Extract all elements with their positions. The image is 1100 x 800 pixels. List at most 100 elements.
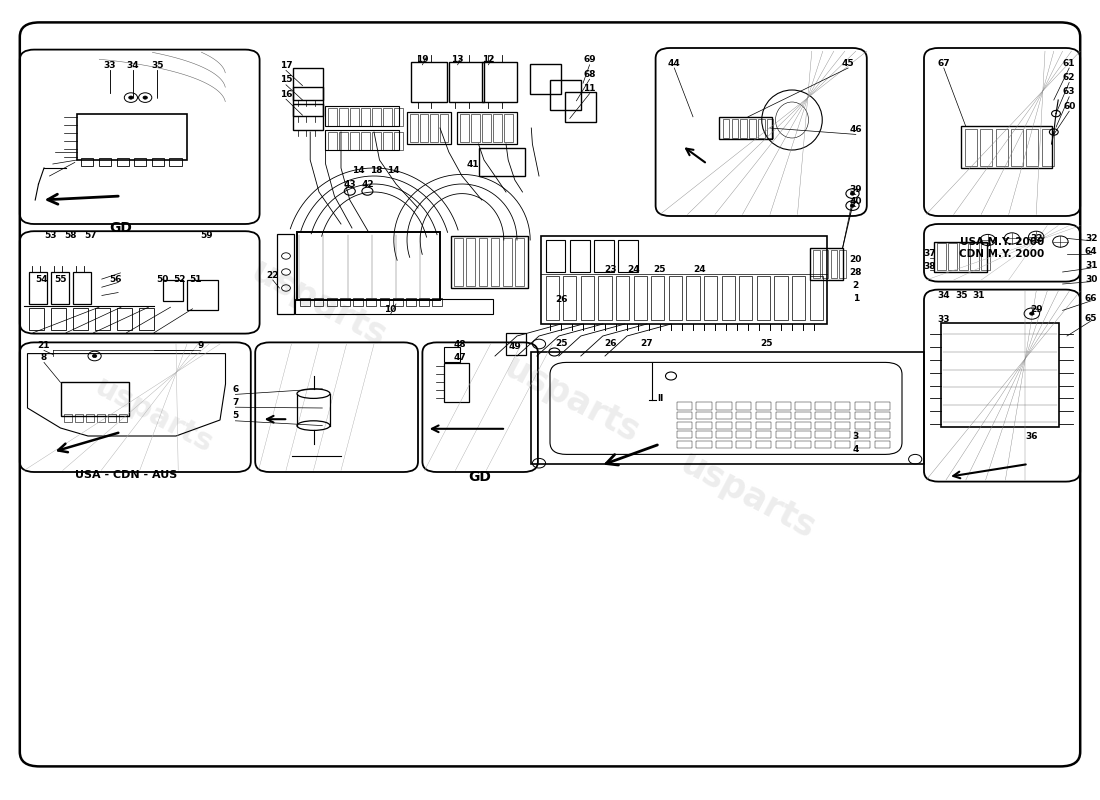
Text: usparts: usparts: [674, 446, 822, 546]
Text: 34: 34: [937, 291, 950, 301]
Text: 19: 19: [416, 55, 429, 65]
Bar: [324, 106, 399, 126]
Bar: [60, 382, 129, 416]
Text: 33: 33: [937, 315, 950, 325]
Bar: [686, 276, 700, 320]
Bar: [454, 238, 463, 286]
Bar: [440, 114, 448, 142]
Bar: [314, 298, 323, 306]
Text: 28: 28: [849, 268, 862, 278]
Text: 25: 25: [653, 265, 667, 274]
Bar: [835, 441, 850, 448]
Bar: [756, 422, 771, 429]
Text: 22: 22: [266, 270, 279, 280]
Bar: [460, 114, 469, 142]
Text: usparts: usparts: [90, 373, 218, 459]
Bar: [546, 240, 565, 272]
Bar: [756, 402, 771, 410]
Text: 52: 52: [173, 274, 186, 284]
Bar: [77, 114, 187, 160]
Bar: [776, 412, 791, 419]
Bar: [795, 431, 811, 438]
Bar: [756, 431, 771, 438]
Text: 39: 39: [849, 185, 862, 194]
Bar: [328, 132, 337, 150]
Bar: [410, 114, 418, 142]
Text: 10: 10: [384, 305, 397, 314]
Bar: [350, 132, 359, 150]
Bar: [696, 412, 712, 419]
Text: 16: 16: [279, 90, 293, 99]
Bar: [1026, 129, 1038, 166]
Bar: [980, 129, 992, 166]
Bar: [874, 422, 890, 429]
Bar: [839, 250, 846, 278]
Bar: [328, 108, 337, 126]
Bar: [874, 412, 890, 419]
Bar: [716, 441, 732, 448]
Bar: [757, 276, 770, 320]
Bar: [73, 308, 88, 330]
Bar: [456, 112, 517, 144]
Bar: [740, 119, 747, 138]
Text: 17: 17: [279, 61, 293, 70]
Bar: [736, 422, 751, 429]
Bar: [756, 441, 771, 448]
Bar: [293, 87, 323, 116]
Text: 37: 37: [923, 249, 936, 258]
Text: 14: 14: [352, 166, 365, 175]
Bar: [134, 158, 146, 166]
Bar: [996, 129, 1008, 166]
Bar: [795, 402, 811, 410]
Bar: [541, 236, 827, 324]
Text: 18: 18: [370, 166, 383, 175]
Text: 44: 44: [668, 58, 681, 68]
Text: 2: 2: [852, 281, 859, 290]
Bar: [339, 108, 348, 126]
Text: 62: 62: [1063, 73, 1076, 82]
Bar: [169, 158, 182, 166]
Bar: [749, 119, 756, 138]
Bar: [795, 412, 811, 419]
Bar: [704, 276, 717, 320]
Text: 59: 59: [200, 231, 213, 241]
Bar: [981, 243, 990, 270]
Bar: [73, 272, 91, 304]
Bar: [152, 158, 164, 166]
Bar: [855, 422, 870, 429]
Bar: [874, 402, 890, 410]
Bar: [420, 114, 428, 142]
Bar: [696, 441, 712, 448]
Bar: [696, 431, 712, 438]
Bar: [594, 240, 614, 272]
Text: 51: 51: [189, 274, 202, 284]
Bar: [297, 232, 440, 300]
Bar: [855, 412, 870, 419]
Bar: [815, 412, 830, 419]
Text: 25: 25: [554, 338, 568, 348]
Bar: [736, 412, 751, 419]
Text: 58: 58: [64, 231, 77, 241]
Text: 45: 45: [842, 58, 855, 68]
Bar: [139, 308, 154, 330]
Bar: [716, 402, 732, 410]
Bar: [948, 243, 957, 270]
Bar: [117, 308, 132, 330]
Text: 3: 3: [852, 432, 859, 442]
Text: 43: 43: [343, 180, 356, 190]
Text: 36: 36: [1025, 432, 1038, 442]
Bar: [676, 412, 692, 419]
Text: 42: 42: [361, 180, 374, 190]
Text: 41: 41: [466, 160, 480, 170]
Bar: [736, 441, 751, 448]
Bar: [444, 347, 460, 362]
Bar: [959, 243, 968, 270]
Bar: [581, 276, 594, 320]
Text: 66: 66: [1085, 294, 1098, 303]
Bar: [618, 240, 638, 272]
Bar: [353, 298, 363, 306]
Bar: [379, 298, 389, 306]
Bar: [965, 129, 977, 166]
Text: 23: 23: [604, 265, 617, 274]
Bar: [394, 108, 403, 126]
